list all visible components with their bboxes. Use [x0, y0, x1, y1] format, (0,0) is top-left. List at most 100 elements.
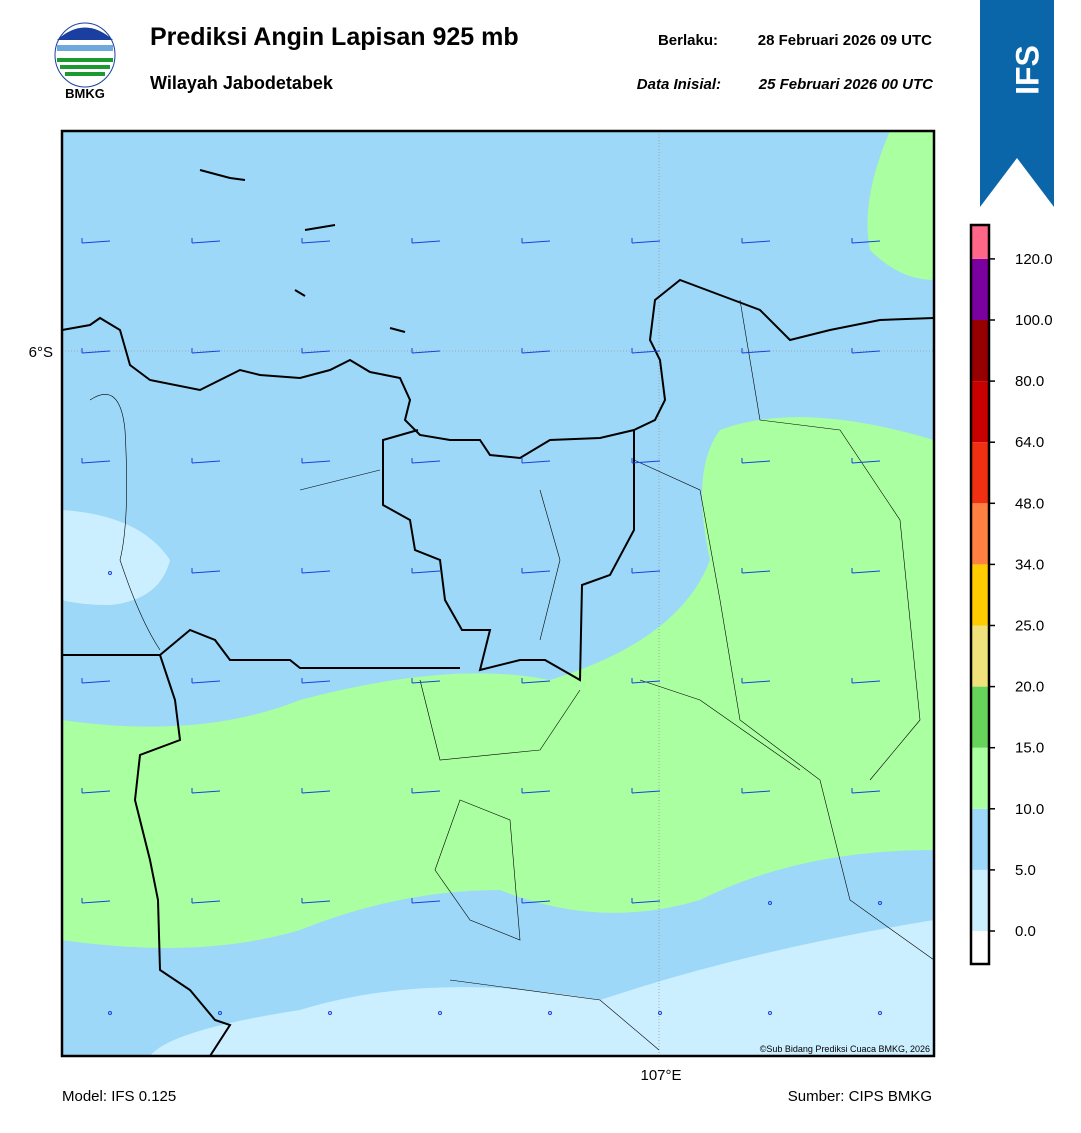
wind-barb [631, 458, 661, 464]
subtitle: Wilayah Jabodetabek [150, 73, 334, 93]
calm-marker [548, 1011, 552, 1015]
wind-barb [521, 348, 551, 354]
credit: ©Sub Bidang Prediksi Cuaca BMKG, 2026 [760, 1044, 930, 1054]
wind-barb [741, 458, 771, 464]
wind-barb [631, 348, 661, 354]
footer-source: Sumber: CIPS BMKG [788, 1088, 932, 1105]
calm-marker [768, 901, 772, 905]
colorbar-swatch [971, 869, 989, 931]
wind-barb [191, 238, 221, 244]
colorbar-swatch [971, 503, 989, 565]
wind-barb [191, 348, 221, 354]
colorbar-swatch [971, 808, 989, 870]
wind-barb [411, 678, 441, 684]
calm-marker [878, 901, 882, 905]
colorbar-swatch [971, 625, 989, 687]
wind-barb [631, 788, 661, 794]
colorbar-label: 20.0 [1015, 679, 1044, 696]
wind-barb [851, 788, 881, 794]
colorbar-swatch [971, 442, 989, 504]
colorbar-swatch [971, 686, 989, 748]
init-label: Data Inisial: [637, 76, 721, 93]
wind-barb [521, 238, 551, 244]
wind-barb [741, 788, 771, 794]
wind-barb [521, 678, 551, 684]
wind-barb [301, 348, 331, 354]
wind-barb [191, 568, 221, 574]
wind-barb [521, 568, 551, 574]
wind-barb [81, 458, 111, 464]
calm-marker [218, 1011, 222, 1015]
wind-barb [301, 898, 331, 904]
wind-barb [301, 678, 331, 684]
wind-barb [301, 788, 331, 794]
calm-marker [878, 1011, 882, 1015]
colorbar-swatch [971, 931, 989, 964]
wind-barb [411, 458, 441, 464]
colorbar-label: 100.0 [1015, 312, 1053, 329]
colorbar-label: 10.0 [1015, 801, 1044, 818]
wind-barb [631, 678, 661, 684]
ribbon-text: IFS [1009, 45, 1045, 95]
wind-barb [631, 568, 661, 574]
colorbar-swatch [971, 320, 989, 382]
wind-barb [81, 898, 111, 904]
colorbar-swatch [971, 564, 989, 626]
wind-barb [521, 898, 551, 904]
wind-barb [81, 238, 111, 244]
map-frame [60, 129, 936, 1058]
wind-barb [851, 678, 881, 684]
wind-barb [81, 678, 111, 684]
colorbar-label: 34.0 [1015, 556, 1044, 573]
wind-barb [631, 238, 661, 244]
ribbon: IFS [980, 0, 1054, 207]
wind-barb [411, 348, 441, 354]
calm-marker [108, 571, 112, 575]
footer-model: Model: IFS 0.125 [62, 1088, 176, 1105]
colorbar-swatch [971, 258, 989, 320]
wind-barb [851, 458, 881, 464]
colorbar-label: 15.0 [1015, 740, 1044, 757]
lon-label: 107°E [640, 1067, 681, 1084]
colorbar: 0.0 5.0 10.0 15.0 20.0 25.0 34.0 48.0 64.0 80.0 10… [969, 223, 1053, 966]
colorbar-label: 64.0 [1015, 434, 1044, 451]
colorbar-label: 5.0 [1015, 862, 1036, 879]
title: Prediksi Angin Lapisan 925 mb [150, 23, 519, 51]
init-value: 25 Februari 2026 00 UTC [758, 76, 934, 93]
colorbar-swatch [971, 225, 989, 259]
colorbar-frame [969, 223, 991, 966]
wind-barb [741, 238, 771, 244]
wind-barb [411, 568, 441, 574]
lat-label: 6°S [29, 344, 53, 361]
wind-barb [191, 678, 221, 684]
wind-barb [741, 568, 771, 574]
wind-barb [81, 788, 111, 794]
wind-barb [411, 898, 441, 904]
calm-marker [108, 1011, 112, 1015]
logo-text: BMKG [65, 86, 105, 101]
calm-marker [768, 1011, 772, 1015]
colorbar-swatch [971, 381, 989, 443]
wind-barb [191, 898, 221, 904]
wind-barb [521, 788, 551, 794]
wind-barb [81, 348, 111, 354]
wind-barb [411, 788, 441, 794]
colorbar-label: 25.0 [1015, 618, 1044, 635]
wind-barb [631, 898, 661, 904]
wind-barb [851, 568, 881, 574]
calm-marker [438, 1011, 442, 1015]
wind-barb [191, 788, 221, 794]
calm-marker [658, 1011, 662, 1015]
wind-barb [851, 348, 881, 354]
colorbar-label: 48.0 [1015, 495, 1044, 512]
valid-value: 28 Februari 2026 09 UTC [758, 32, 932, 49]
wind-barb [411, 238, 441, 244]
colorbar-label: 120.0 [1015, 251, 1053, 268]
colorbar-swatch [971, 747, 989, 809]
colorbar-label: 80.0 [1015, 373, 1044, 390]
wind-barb [301, 458, 331, 464]
wind-barb [301, 568, 331, 574]
valid-label: Berlaku: [658, 32, 718, 49]
wind-barb [521, 458, 551, 464]
